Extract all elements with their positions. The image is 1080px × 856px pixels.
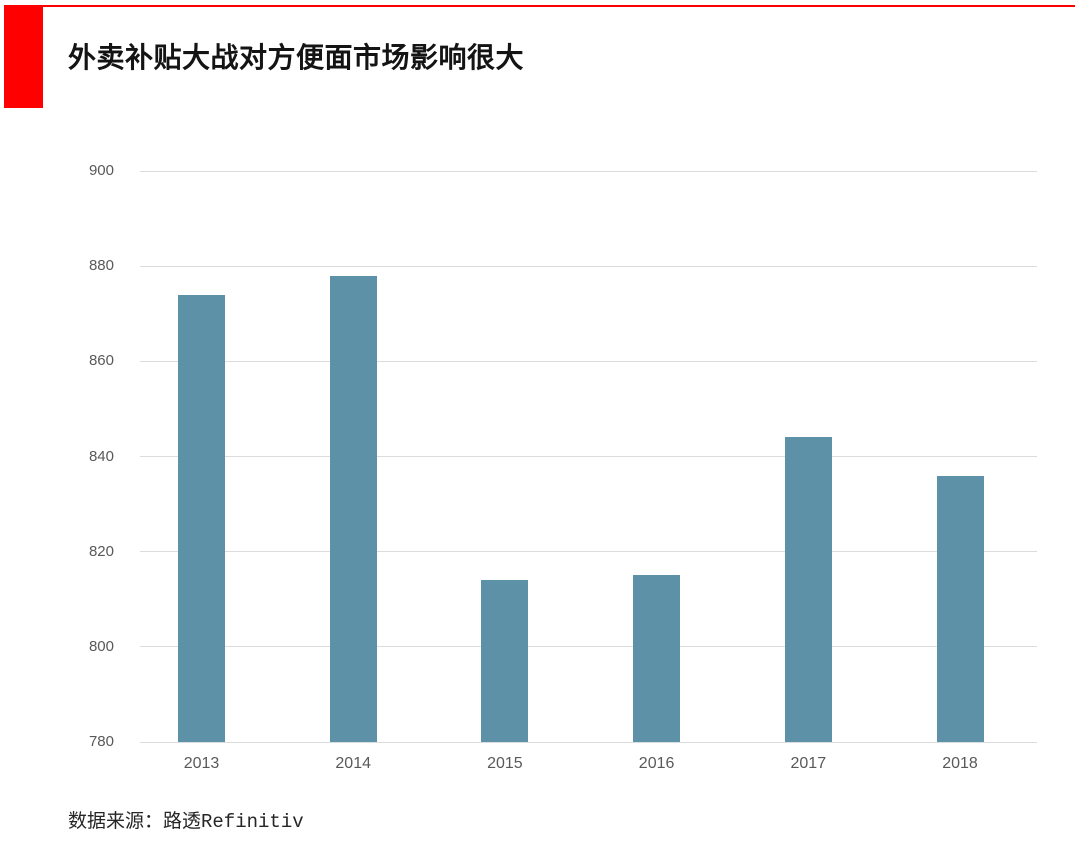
gridline <box>140 265 1037 267</box>
y-axis-tick-label: 900 <box>88 162 114 179</box>
bar-2014 <box>329 275 377 742</box>
x-axis-tick-label: 2016 <box>638 755 675 772</box>
y-axis-tick-label: 880 <box>88 257 114 275</box>
top-red-rule <box>4 5 1075 7</box>
y-axis-tick-label: 780 <box>88 733 114 750</box>
gridline <box>140 456 1037 457</box>
bar-2016 <box>633 575 681 742</box>
x-axis-tick-label: 2018 <box>942 755 978 772</box>
chart-title: 外卖补贴大战对方便面市场影响很大 <box>68 41 525 74</box>
gridline <box>140 551 1037 553</box>
x-axis-tick-label: 2017 <box>790 755 827 772</box>
y-axis-tick-label: 840 <box>88 447 114 465</box>
bar-2017 <box>784 437 832 742</box>
bar-2013 <box>178 294 225 742</box>
data-source-label: 数据来源：路透Refinitiv <box>68 811 304 833</box>
bar-2015 <box>481 580 529 742</box>
red-accent-block <box>4 5 43 108</box>
gridline <box>140 170 1037 172</box>
x-axis-tick-label: 2013 <box>183 755 220 772</box>
gridline <box>140 646 1037 648</box>
x-axis-tick-label: 2015 <box>487 755 523 772</box>
y-axis-tick-label: 820 <box>88 542 114 560</box>
gridline <box>140 360 1037 362</box>
x-axis-tick-label: 2014 <box>335 755 371 772</box>
bar-2018 <box>936 475 984 742</box>
gridline <box>140 741 1037 743</box>
y-axis-tick-label: 860 <box>88 352 114 370</box>
y-axis-tick-label: 800 <box>88 637 114 655</box>
